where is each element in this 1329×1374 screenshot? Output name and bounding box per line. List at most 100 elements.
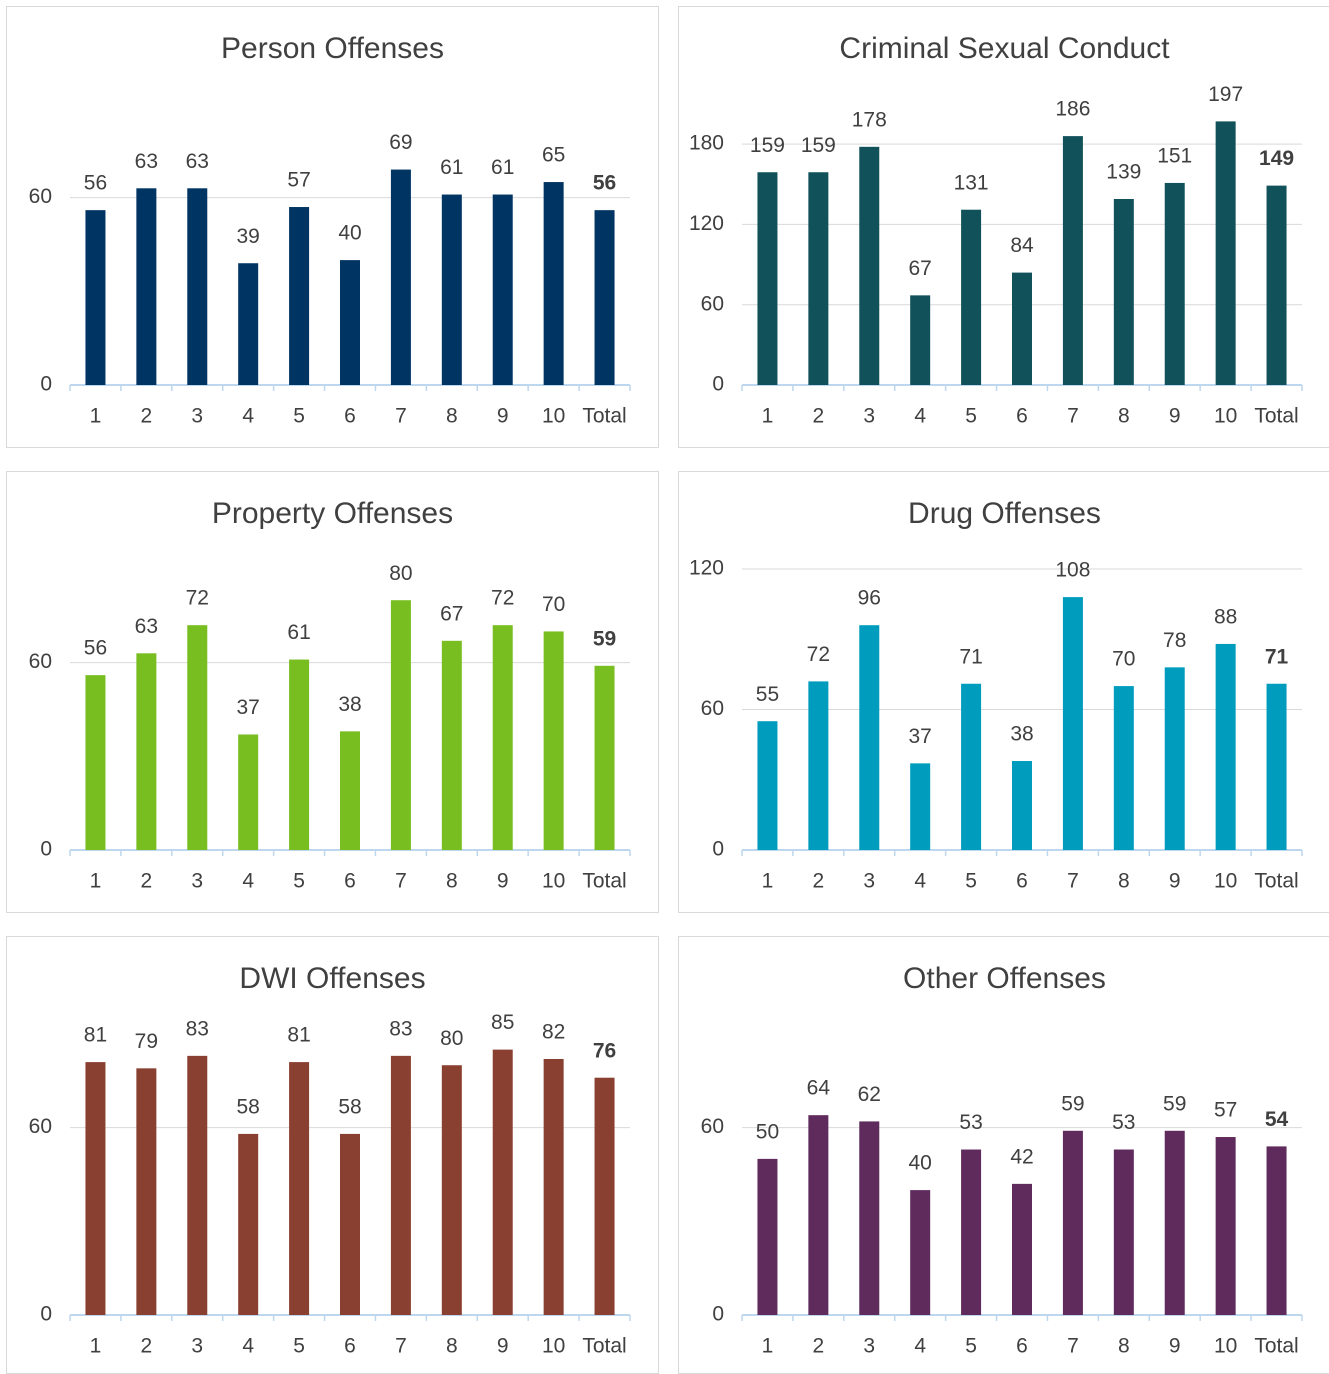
data-label: 53 [1112, 1111, 1135, 1134]
y-tick-label: 0 [712, 373, 724, 396]
bar [543, 1058, 564, 1315]
data-label: 83 [186, 1017, 209, 1040]
data-label: 67 [909, 257, 932, 280]
bar [1266, 185, 1287, 385]
x-tick-label: 4 [242, 1335, 254, 1358]
chart-title: Drug Offenses [908, 497, 1101, 530]
data-label: 40 [338, 222, 361, 245]
data-label: 55 [756, 683, 779, 706]
data-label: 71 [1265, 645, 1289, 668]
x-tick-label: 3 [191, 1335, 203, 1358]
data-label: 69 [389, 131, 412, 154]
data-label: 57 [287, 169, 310, 192]
x-tick-label: 7 [1067, 1335, 1079, 1358]
data-label: 59 [593, 627, 616, 650]
data-label: 56 [84, 637, 107, 660]
bar [85, 1062, 106, 1315]
x-tick-label: 6 [1016, 870, 1028, 893]
data-label: 59 [1061, 1092, 1084, 1115]
data-label: 70 [542, 593, 565, 616]
bar [441, 194, 462, 385]
data-label: 39 [237, 225, 260, 248]
data-label: 63 [135, 150, 158, 173]
bar [238, 263, 259, 385]
bar [859, 625, 880, 850]
x-tick-label: Total [582, 1335, 626, 1358]
data-label: 57 [1214, 1099, 1237, 1122]
chart-title: Criminal Sexual Conduct [839, 32, 1170, 65]
x-tick-label: 7 [1067, 870, 1079, 893]
chart-title: Person Offenses [221, 32, 444, 65]
data-label: 72 [491, 587, 514, 610]
x-tick-label: 1 [90, 1335, 102, 1358]
data-label: 63 [186, 150, 209, 173]
bar [1215, 1137, 1236, 1315]
bar [390, 169, 411, 385]
chart-panel: Criminal Sexual Conduct 0 60 120 180 159 1 159 2… [678, 6, 1329, 448]
bar [1012, 1183, 1032, 1315]
x-tick-label: 2 [813, 870, 825, 893]
bar [1266, 1146, 1287, 1315]
data-label: 64 [807, 1077, 831, 1100]
bar [390, 600, 411, 850]
x-tick-label: 3 [863, 405, 875, 428]
y-tick-label: 120 [689, 557, 724, 580]
bar [859, 146, 880, 385]
x-tick-label: 3 [191, 870, 203, 893]
data-label: 58 [338, 1095, 361, 1118]
data-label: 159 [801, 134, 836, 157]
bar [289, 1062, 310, 1315]
data-label: 72 [186, 587, 209, 610]
x-tick-label: 8 [446, 1335, 458, 1358]
bar [136, 653, 157, 850]
x-tick-label: 7 [395, 1335, 407, 1358]
x-tick-label: 6 [1016, 1335, 1028, 1358]
y-tick-label: 120 [689, 212, 724, 235]
data-label: 42 [1010, 1145, 1033, 1168]
bar [1164, 1130, 1185, 1315]
x-tick-label: 2 [141, 1335, 153, 1358]
data-label: 54 [1265, 1108, 1289, 1131]
y-tick-label: 60 [29, 650, 52, 673]
chart-panel: Property Offenses 0 60 56 1 63 2 72 3 37 4 61 5 38 6 80… [6, 471, 659, 913]
bar [136, 1068, 157, 1315]
bar [910, 763, 931, 850]
x-tick-label: 4 [242, 870, 254, 893]
x-tick-label: Total [1254, 405, 1298, 428]
x-tick-label: 5 [965, 1335, 977, 1358]
bar [757, 721, 778, 850]
data-label: 58 [237, 1095, 260, 1118]
bar [961, 1149, 982, 1315]
x-tick-label: 1 [90, 870, 102, 893]
x-tick-label: 6 [344, 870, 356, 893]
data-label: 59 [1163, 1092, 1186, 1115]
x-tick-label: 2 [141, 405, 153, 428]
x-tick-label: 10 [1214, 1335, 1237, 1358]
data-label: 76 [593, 1039, 616, 1062]
bar [187, 625, 208, 850]
bar [1266, 683, 1287, 850]
x-tick-label: 4 [914, 1335, 926, 1358]
bar [492, 625, 513, 850]
bar [85, 675, 106, 850]
bar [187, 188, 208, 385]
bar [757, 1158, 778, 1315]
y-tick-label: 0 [712, 838, 724, 861]
data-label: 37 [909, 725, 932, 748]
bar [390, 1055, 411, 1315]
y-tick-label: 60 [29, 185, 52, 208]
data-label: 186 [1055, 98, 1090, 121]
chart-title: Other Offenses [903, 962, 1106, 995]
bar [340, 260, 360, 385]
bar [543, 631, 564, 850]
data-label: 82 [542, 1021, 565, 1044]
data-label: 159 [750, 134, 785, 157]
bar [1062, 597, 1083, 850]
data-label: 84 [1010, 234, 1034, 257]
x-tick-label: 8 [1118, 405, 1130, 428]
data-label: 65 [542, 144, 565, 167]
bar [1012, 272, 1032, 385]
x-tick-label: 2 [813, 405, 825, 428]
y-tick-label: 180 [689, 132, 724, 155]
